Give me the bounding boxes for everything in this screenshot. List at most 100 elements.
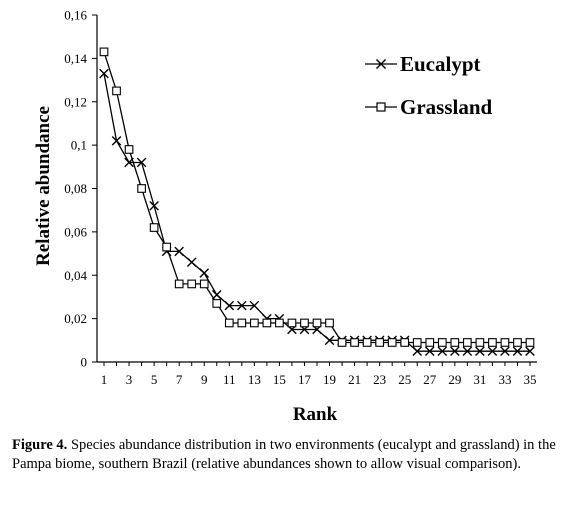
data-point-grassland	[412, 338, 422, 347]
x-tick-label: 17	[298, 372, 312, 387]
data-point-grassland	[187, 279, 197, 289]
x-tick-label: 5	[151, 372, 158, 387]
data-point-eucalypt	[211, 289, 222, 300]
data-point-grassland	[387, 338, 397, 347]
data-point-grassland	[262, 318, 272, 328]
legend-marker-eucalypt	[375, 58, 387, 70]
data-point-grassland	[99, 47, 109, 57]
data-point-grassland	[475, 338, 485, 347]
data-point-grassland	[500, 338, 510, 347]
x-axis-ticks: 1 3 5 7 9 11 13 15 17 19 21 23 25 27 29 31 33 35	[101, 362, 537, 387]
data-series	[99, 47, 535, 356]
data-point-eucalypt	[136, 157, 147, 168]
data-point-eucalypt	[237, 300, 247, 311]
x-tick-label: 31	[473, 372, 486, 387]
data-point-grassland	[362, 338, 372, 347]
data-point-grassland	[350, 338, 359, 347]
data-point-eucalypt	[199, 268, 210, 278]
data-point-grassland	[325, 318, 334, 328]
caption-label: Figure 4.	[12, 437, 68, 453]
x-axis-label: Rank	[293, 404, 338, 425]
data-point-grassland	[162, 242, 171, 252]
y-tick-label: 0,12	[64, 94, 87, 109]
data-point-eucalypt	[500, 346, 510, 356]
data-point-eucalypt	[462, 346, 473, 356]
x-tick-label: 13	[248, 372, 261, 387]
data-point-grassland	[437, 338, 447, 347]
data-point-grassland	[463, 338, 472, 347]
x-tick-label: 1	[101, 372, 108, 387]
data-point-grassland	[124, 145, 134, 154]
data-point-eucalypt	[424, 346, 435, 356]
data-point-eucalypt	[412, 346, 423, 356]
y-tick-label: 0,02	[64, 311, 87, 326]
data-point-grassland	[312, 318, 322, 328]
y-axis-label: Relative abundance	[33, 106, 54, 266]
data-point-grassland	[224, 318, 234, 328]
x-tick-label: 33	[498, 372, 511, 387]
x-tick-label: 23	[373, 372, 386, 387]
data-point-grassland	[300, 318, 309, 328]
data-point-eucalypt	[186, 257, 197, 268]
legend-label-grassland: Grassland	[400, 95, 493, 119]
x-tick-label: 7	[176, 372, 183, 387]
y-tick-label: 0,14	[64, 51, 87, 66]
y-tick-label: 0	[81, 355, 88, 370]
y-tick-label: 0,04	[64, 268, 87, 283]
data-point-eucalypt	[437, 346, 448, 356]
x-tick-label: 15	[273, 372, 286, 387]
y-tick-label: 0,06	[64, 224, 87, 239]
data-point-grassland	[237, 318, 247, 328]
data-point-eucalypt	[450, 346, 460, 356]
legend-item-eucalypt: Eucalypt	[365, 52, 481, 76]
x-tick-label: 11	[223, 372, 236, 387]
data-point-eucalypt	[174, 246, 184, 257]
data-point-grassland	[275, 318, 284, 328]
figure-caption: Figure 4. Species abundance distribution…	[12, 436, 574, 474]
x-tick-label: 19	[323, 372, 336, 387]
y-axis-ticks: 0 0,02 0,04 0,06 0,08 0,1 0,12 0,14 0,16	[64, 8, 97, 370]
data-point-eucalypt	[487, 346, 498, 356]
data-point-grassland	[137, 184, 146, 193]
x-tick-label: 9	[201, 372, 208, 387]
data-point-grassland	[400, 338, 410, 347]
data-point-eucalypt	[324, 335, 335, 346]
data-point-eucalypt	[99, 68, 109, 79]
x-tick-label: 29	[448, 372, 461, 387]
legend: Eucalypt Grassland	[365, 52, 493, 119]
x-tick-label: 3	[126, 372, 133, 387]
species-abundance-chart: 00,020,040,060,080,10,120,140,16 1 3 5 7 9 11…	[33, 8, 537, 425]
data-point-grassland	[287, 318, 297, 328]
data-point-grassland	[375, 338, 384, 347]
data-point-grassland	[174, 279, 184, 289]
data-point-eucalypt	[149, 201, 159, 211]
data-point-grassland	[112, 86, 121, 96]
data-point-grassland	[199, 279, 209, 289]
data-point-eucalypt	[475, 346, 485, 356]
data-point-eucalypt	[111, 135, 122, 146]
x-tick-label: 21	[348, 372, 361, 387]
data-point-grassland	[425, 338, 435, 347]
data-point-eucalypt	[512, 346, 523, 356]
data-point-eucalypt	[224, 300, 235, 311]
x-tick-label: 35	[524, 372, 537, 387]
caption-text: Species abundance distribution in two en…	[12, 437, 556, 472]
data-point-grassland	[525, 338, 535, 347]
data-point-eucalypt	[525, 346, 535, 356]
data-point-eucalypt	[249, 300, 260, 311]
data-point-grassland	[513, 338, 522, 347]
data-point-grassland	[337, 338, 347, 347]
x-tick-label: 27	[423, 372, 437, 387]
legend-marker-grassland	[376, 102, 386, 112]
data-point-grassland	[450, 338, 460, 347]
series-grassland	[99, 47, 535, 347]
y-tick-label: 0,08	[64, 181, 87, 196]
legend-label-eucalypt: Eucalypt	[400, 52, 481, 76]
data-point-grassland	[488, 338, 497, 347]
data-point-grassland	[212, 299, 222, 308]
x-tick-label: 25	[398, 372, 411, 387]
y-tick-label: 0,1	[71, 138, 87, 153]
data-point-grassland	[250, 318, 259, 328]
y-tick-label: 0,16	[64, 8, 87, 23]
legend-item-grassland: Grassland	[365, 95, 493, 119]
